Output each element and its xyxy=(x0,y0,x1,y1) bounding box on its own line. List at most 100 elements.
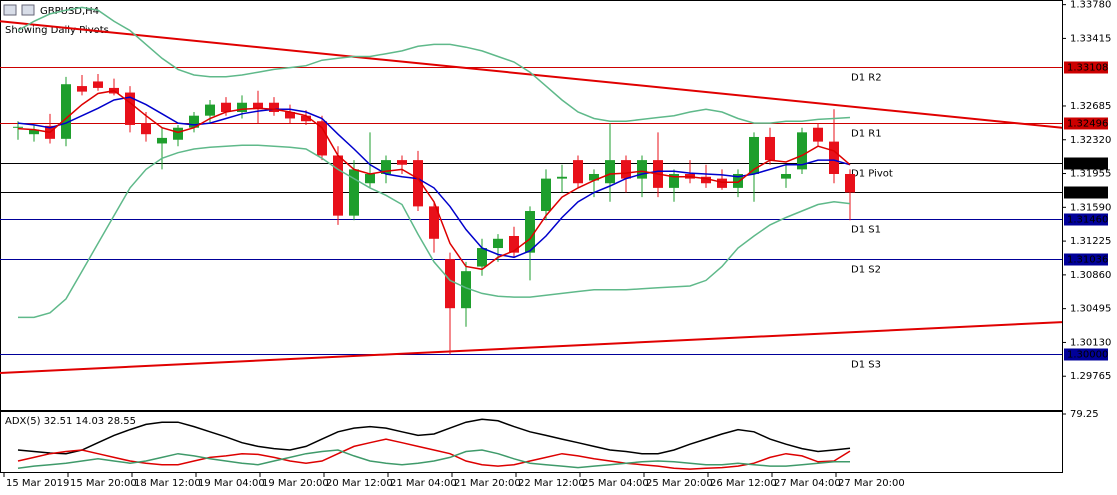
y-tick-label: 1.32320 xyxy=(1070,135,1111,146)
candle-body xyxy=(157,137,167,144)
candle-body xyxy=(189,115,199,128)
candle-body xyxy=(285,111,295,119)
y-tick-label: 1.30130 xyxy=(1070,337,1111,348)
candle-body xyxy=(13,126,23,128)
level-name: D1 Pivot xyxy=(851,169,893,180)
x-tick-label: 19 Mar 20:00 xyxy=(262,478,329,489)
level-box xyxy=(1064,186,1108,199)
overlay-line xyxy=(17,6,851,124)
level-label: 1.30000 xyxy=(1067,350,1108,361)
x-tick-label: 27 Mar 20:00 xyxy=(838,478,905,489)
candle-body xyxy=(269,102,279,112)
candle-body xyxy=(669,173,679,188)
candle-body xyxy=(573,160,583,184)
candle-body xyxy=(77,86,87,92)
x-tick-label: 21 Mar 04:00 xyxy=(390,478,457,489)
level-box xyxy=(1064,348,1108,361)
candle-body xyxy=(381,160,391,174)
candle-body xyxy=(525,211,535,253)
candle-body xyxy=(733,173,743,188)
level-box xyxy=(1064,157,1108,170)
candle-body xyxy=(317,121,327,156)
x-tick-label: 18 Mar 12:00 xyxy=(134,478,201,489)
candle-body xyxy=(445,259,455,309)
level-label: 1.32072 xyxy=(1067,159,1108,170)
candle-body xyxy=(93,81,103,88)
level-label: 1.33108 xyxy=(1067,63,1108,74)
candle-body xyxy=(765,136,775,161)
candle-body xyxy=(829,141,839,174)
x-tick-label: 26 Mar 12:00 xyxy=(710,478,777,489)
candle-body xyxy=(797,132,807,170)
candle-body xyxy=(749,136,759,174)
x-tick-label: 20 Mar 12:00 xyxy=(326,478,393,489)
overlay-line xyxy=(17,89,851,271)
x-tick-label: 21 Mar 20:00 xyxy=(454,478,521,489)
candle-body xyxy=(845,173,855,193)
candle-body xyxy=(637,160,647,179)
x-tick-label: 25 Mar 20:00 xyxy=(646,478,713,489)
chart-icon xyxy=(21,4,35,16)
level-name: D1 R1 xyxy=(851,129,882,140)
level-label: 1.31460 xyxy=(1067,215,1108,226)
indicator-line xyxy=(17,438,851,470)
chart-subtitle: Showing Daily Pivots. xyxy=(5,25,112,36)
y-tick-label: 79.25 xyxy=(1070,409,1099,420)
candle-body xyxy=(333,155,343,216)
y-tick-label: 1.30860 xyxy=(1070,270,1111,281)
candle-body xyxy=(493,238,503,249)
candle-body xyxy=(125,92,135,125)
candle-body xyxy=(253,102,263,110)
indicator-line xyxy=(17,449,851,470)
candle-body xyxy=(621,160,631,179)
x-tick-label: 27 Mar 04:00 xyxy=(774,478,841,489)
candle-body xyxy=(397,160,407,165)
candle-body xyxy=(589,173,599,181)
x-tick-label: 19 Mar 04:00 xyxy=(198,478,265,489)
chart-icon xyxy=(3,4,17,16)
level-name: D1 S3 xyxy=(851,360,881,371)
indicator-line xyxy=(17,418,851,455)
indicator-title: ADX(5) 32.51 14.03 28.55 xyxy=(5,416,136,427)
candle-body xyxy=(29,129,39,135)
level-name: D1 S2 xyxy=(851,265,881,276)
candle-body xyxy=(61,84,71,139)
trendline xyxy=(0,20,1063,129)
level-box xyxy=(1064,61,1108,74)
chart-title: GBPUSD,H4 xyxy=(40,6,99,17)
level-box xyxy=(1064,117,1108,130)
candle-body xyxy=(813,127,823,142)
y-tick-label: 1.33415 xyxy=(1070,33,1111,44)
candle-body xyxy=(221,102,231,112)
candle-body xyxy=(781,173,791,179)
candle-body xyxy=(301,115,311,122)
candle-body xyxy=(461,271,471,309)
candle-body xyxy=(509,236,519,253)
candle-body xyxy=(429,206,439,239)
y-tick-label: 1.31225 xyxy=(1070,236,1111,247)
y-tick-label: 1.31955 xyxy=(1070,169,1111,180)
y-tick-label: 1.31590 xyxy=(1070,202,1111,213)
candle-body xyxy=(173,127,183,140)
y-tick-label: 1.33780 xyxy=(1070,0,1111,11)
overlay-line xyxy=(18,144,851,319)
candle-body xyxy=(605,160,615,184)
candle-body xyxy=(477,248,487,267)
y-tick-label: 1.32685 xyxy=(1070,101,1111,112)
main-pane xyxy=(0,0,1063,411)
level-label: 1.32496 xyxy=(1067,119,1108,130)
candle-body xyxy=(237,102,247,112)
level-box xyxy=(1064,253,1108,266)
y-tick-label: 1.30495 xyxy=(1070,304,1111,315)
x-tick-label: 22 Mar 12:00 xyxy=(518,478,585,489)
level-name: D1 S1 xyxy=(851,225,881,236)
candle-body xyxy=(365,173,375,184)
x-tick-label: 25 Mar 04:00 xyxy=(582,478,649,489)
candle-body xyxy=(701,176,711,184)
x-tick-label: 15 Mar 20:00 xyxy=(70,478,137,489)
candle-body xyxy=(349,169,359,216)
x-tick-label: 15 Mar 2019 xyxy=(6,478,69,489)
level-box xyxy=(1064,213,1108,226)
overlay-line xyxy=(17,96,851,259)
